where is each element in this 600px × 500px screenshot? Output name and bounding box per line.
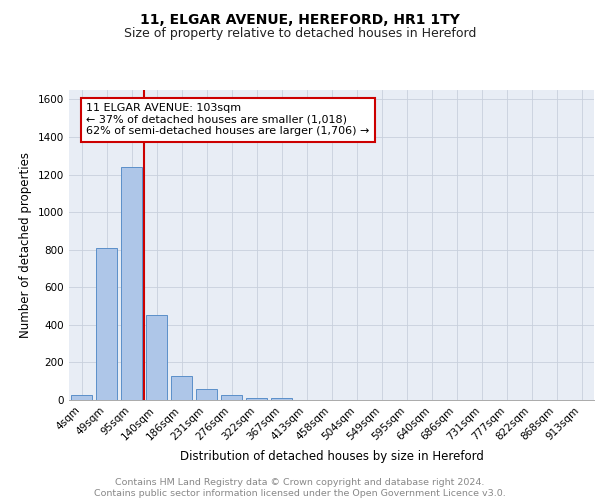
Text: 11, ELGAR AVENUE, HEREFORD, HR1 1TY: 11, ELGAR AVENUE, HEREFORD, HR1 1TY [140, 12, 460, 26]
X-axis label: Distribution of detached houses by size in Hereford: Distribution of detached houses by size … [179, 450, 484, 463]
Bar [96, 248, 117, 400]
Bar [221, 394, 242, 400]
Bar [196, 389, 217, 400]
Bar [121, 167, 142, 400]
Bar [171, 376, 192, 400]
Text: Contains HM Land Registry data © Crown copyright and database right 2024.
Contai: Contains HM Land Registry data © Crown c… [94, 478, 506, 498]
Text: 11 ELGAR AVENUE: 103sqm
← 37% of detached houses are smaller (1,018)
62% of semi: 11 ELGAR AVENUE: 103sqm ← 37% of detache… [86, 103, 370, 136]
Bar [146, 314, 167, 400]
Bar [71, 396, 92, 400]
Bar [246, 398, 267, 400]
Y-axis label: Number of detached properties: Number of detached properties [19, 152, 32, 338]
Bar [271, 398, 292, 400]
Text: Size of property relative to detached houses in Hereford: Size of property relative to detached ho… [124, 28, 476, 40]
